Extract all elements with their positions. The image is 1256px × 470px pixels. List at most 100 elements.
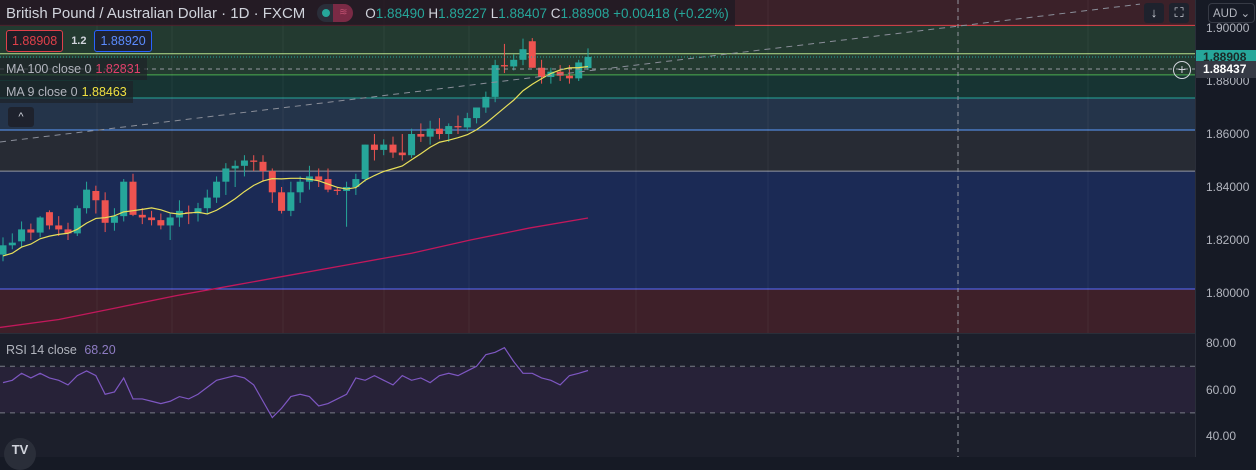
candle-body (538, 67, 546, 78)
zone-band (0, 97, 1195, 131)
candle-body (528, 41, 536, 68)
candle-body (45, 212, 53, 226)
candle-body (157, 220, 165, 226)
candle-body (83, 189, 91, 209)
ma9-line (2, 65, 589, 257)
price-tick: 1.80000 (1206, 286, 1250, 300)
collapse-legend-button[interactable]: ^ (8, 107, 34, 127)
zone-band (0, 130, 1195, 172)
trade-panel: 1.88908 1.2 1.88920 (6, 30, 152, 52)
candle-body (454, 126, 462, 128)
candle-body (73, 208, 81, 234)
rsi-value: 68.20 (84, 343, 116, 357)
candle-body (500, 65, 508, 67)
spread-value: 1.2 (71, 35, 87, 47)
candle-body (194, 208, 202, 214)
candle-body (120, 181, 128, 217)
zone-band (0, 74, 1195, 98)
rsi-line (2, 346, 589, 419)
fullscreen-icon[interactable]: ⛶ (1169, 3, 1189, 23)
symbol-legend: British Pound / Australian Dollar · 1D ·… (0, 0, 735, 26)
rsi-tick: 60.00 (1206, 383, 1237, 397)
zones (0, 0, 1195, 333)
price-tick: 1.90000 (1206, 21, 1250, 35)
ma9-legend[interactable]: MA 9 close 0 1.88463 (0, 81, 133, 103)
candle-body (426, 128, 434, 137)
candle-body (380, 144, 388, 150)
candle-body (278, 192, 286, 211)
sell-button[interactable]: 1.88908 (6, 30, 64, 52)
candle-body (565, 75, 573, 79)
zone-band (0, 25, 1195, 75)
price-axis[interactable]: AUD ⌄ 1.90000 1.88000 1.86000 1.84000 1.… (1195, 0, 1256, 457)
last-price-label: 1.88908 (1196, 50, 1256, 64)
candle-body (55, 225, 63, 230)
candle-body (435, 128, 443, 134)
candle-body (482, 96, 490, 108)
candle-body (250, 160, 258, 162)
candle-body (110, 216, 118, 223)
crosshair-price-label: 1.88437 (1196, 61, 1256, 78)
candle-body (296, 181, 304, 193)
price-tick: 1.84000 (1206, 180, 1250, 194)
candle-body (408, 134, 416, 156)
ma100-legend[interactable]: MA 100 close 0 1.82831 (0, 58, 147, 80)
candle-body (575, 62, 583, 79)
candle-body (8, 242, 16, 246)
candle-body (36, 217, 44, 233)
candle-body (213, 181, 221, 198)
events-icon: ≋ (333, 4, 354, 22)
candle-body (148, 217, 156, 221)
currency-select[interactable]: AUD ⌄ (1208, 3, 1256, 23)
candle-body (361, 144, 369, 180)
chart-canvas[interactable] (0, 0, 1195, 457)
rsi-tick: 80.00 (1206, 336, 1237, 350)
candle-body (389, 144, 397, 153)
candle-body (333, 189, 341, 191)
zone-band (0, 171, 1195, 290)
candle-body (222, 168, 230, 182)
candle-body (352, 179, 360, 187)
ohlc-values: O1.88490 H1.89227 L1.88407 C1.88908 +0.0… (365, 5, 729, 21)
candle-body (268, 171, 276, 193)
candle-body (259, 161, 267, 172)
candle-body (556, 71, 564, 76)
rsi-band (0, 367, 1195, 413)
candle-body (510, 59, 518, 67)
candle-body (315, 176, 323, 181)
candle-body (203, 197, 211, 209)
candle-body (519, 49, 527, 60)
rsi-tick: 40.00 (1206, 429, 1237, 443)
symbol-title[interactable]: British Pound / Australian Dollar · 1D ·… (6, 4, 306, 22)
crosshair-add-icon[interactable]: + (1173, 61, 1191, 79)
tradingview-logo[interactable]: TV (4, 438, 36, 470)
download-icon[interactable]: ↓ (1144, 3, 1164, 23)
candle-body (445, 126, 453, 134)
buy-button[interactable]: 1.88920 (94, 30, 152, 52)
market-status-toggle[interactable]: ≋ (317, 4, 354, 22)
trend-line[interactable] (0, 3, 1141, 143)
candle-body (491, 65, 499, 97)
candle-body (138, 214, 146, 218)
candle-body (398, 152, 406, 156)
candle-body (370, 144, 378, 150)
candle-body (27, 229, 35, 233)
ma100-value: 1.82831 (95, 62, 141, 76)
candle-body (129, 181, 137, 215)
ma100-line (0, 217, 589, 329)
candle-body (231, 165, 239, 169)
candle-body (240, 160, 248, 166)
zone-band (0, 289, 1195, 333)
market-open-icon (322, 9, 331, 17)
candle-body (0, 245, 7, 255)
candle-body (101, 200, 109, 223)
rsi-legend[interactable]: RSI 14 close 68.20 (6, 343, 116, 357)
candle-body (92, 190, 100, 201)
candle-body (463, 118, 471, 128)
ma9-value: 1.88463 (81, 85, 127, 99)
candle-body (18, 229, 26, 242)
candle-body (166, 217, 174, 226)
candle-body (417, 134, 425, 137)
price-tick: 1.82000 (1206, 233, 1250, 247)
candle-body (473, 107, 481, 119)
